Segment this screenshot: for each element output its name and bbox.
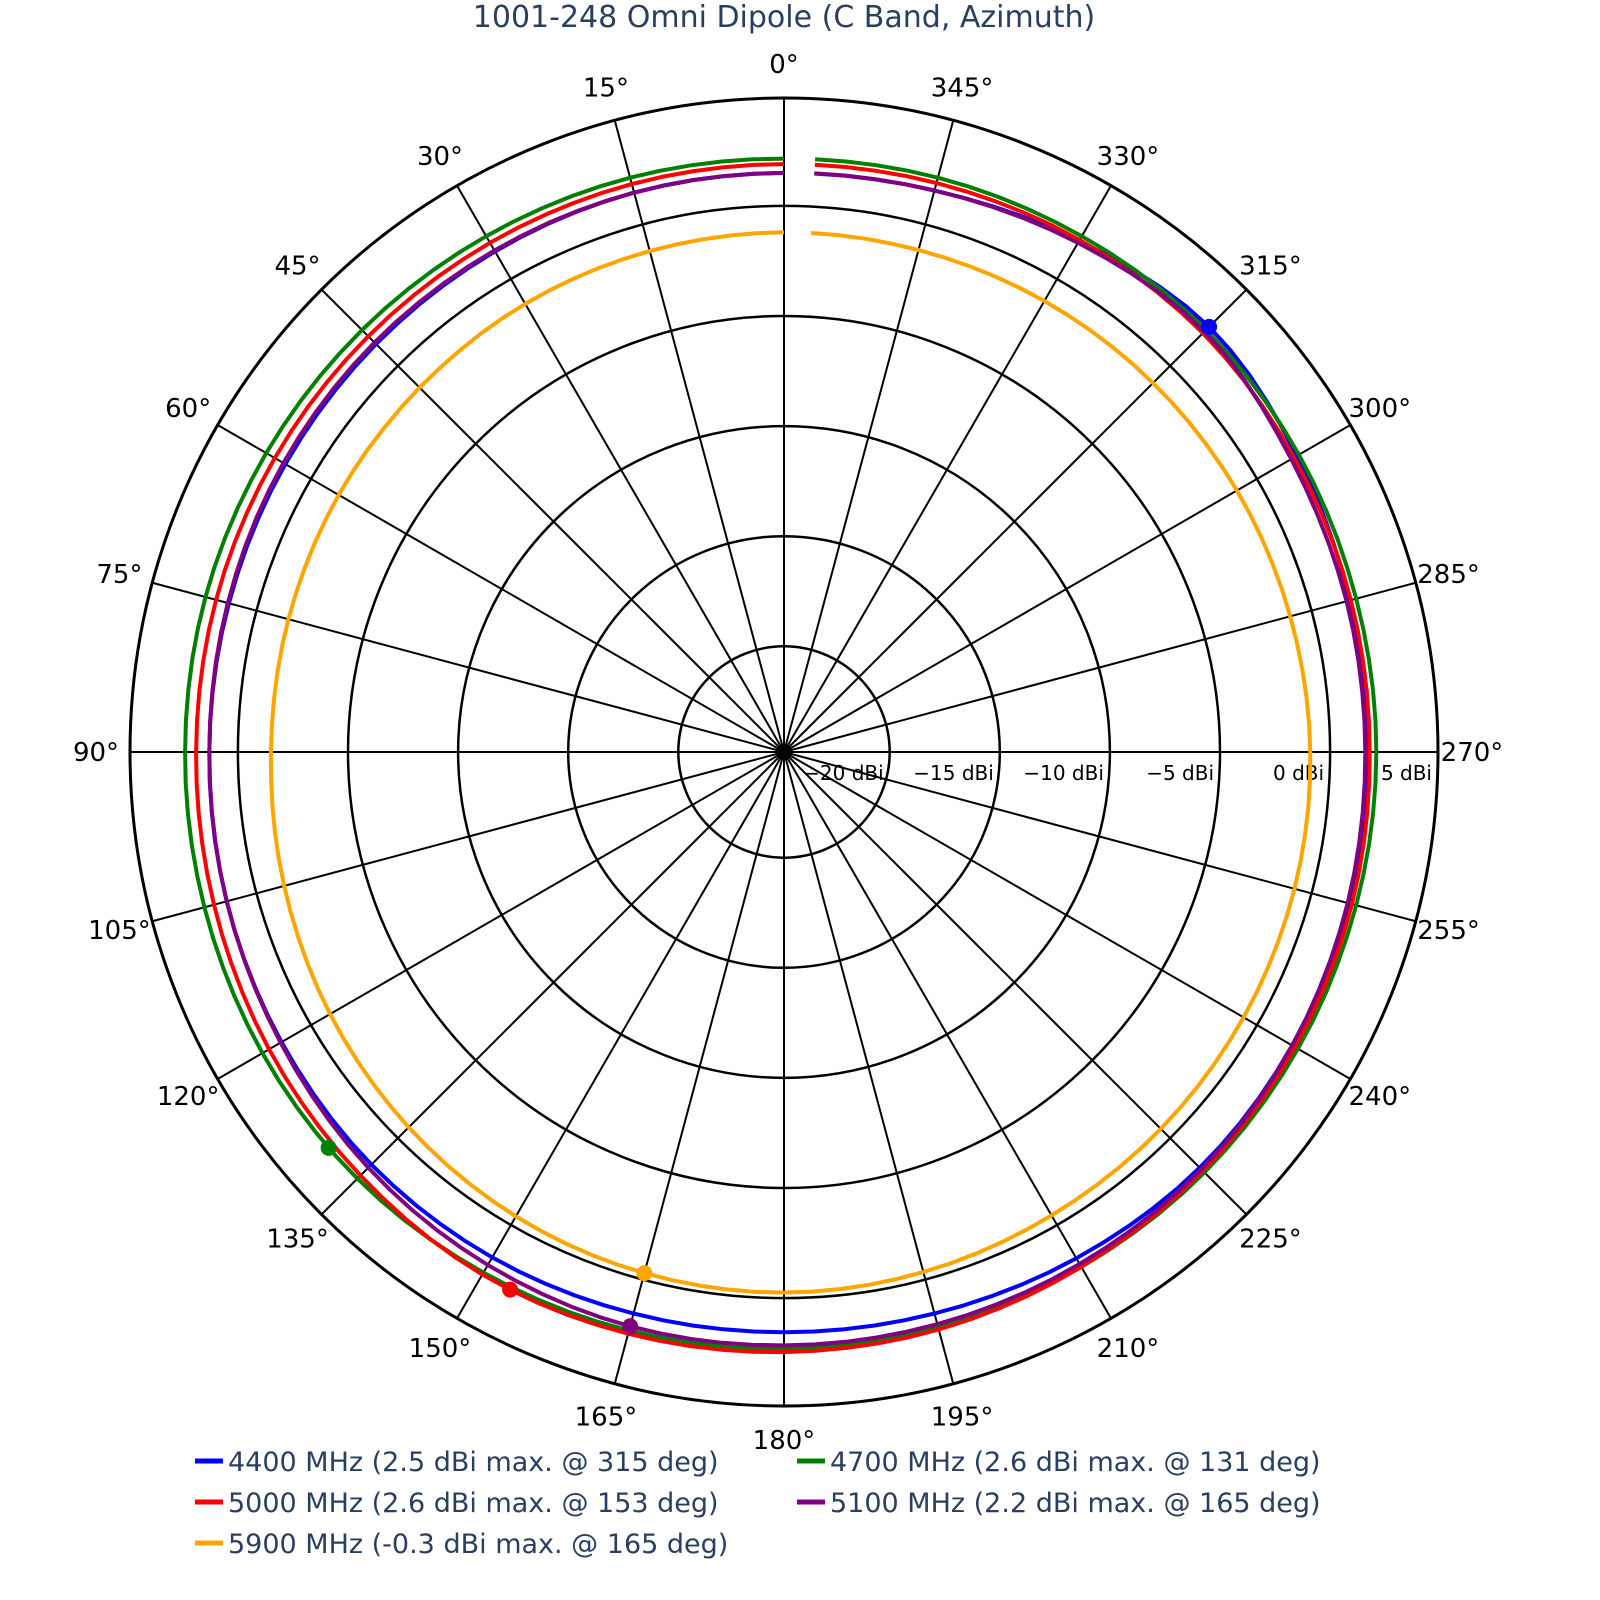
legend-label: 5000 MHz (2.6 dBi max. @ 153 deg) — [228, 1488, 719, 1519]
angular-tick-label: 105° — [88, 916, 151, 946]
max-marker-1 — [320, 1139, 337, 1156]
radial-tick-labels: −20 dBi −15 dBi −10 dBi −5 dBi 0 dBi 5 dBi — [803, 761, 1432, 785]
angular-tick-label: 150° — [409, 1334, 472, 1364]
max-marker-4 — [636, 1265, 653, 1282]
angular-tick-label: 15° — [583, 73, 629, 103]
legend: 4400 MHz (2.5 dBi max. @ 315 deg) 4700 MH… — [195, 1447, 1321, 1560]
angular-tick-label: 60° — [165, 394, 211, 424]
trace-line-3 — [207, 170, 1368, 1348]
angular-tick-label: 75° — [96, 560, 142, 590]
angular-tick-label: 240° — [1349, 1082, 1412, 1112]
angular-tick-labels: 0° 15° 30° 45° 60° 75° 90° 105° 120° 135° 150° 165°… — [73, 50, 1503, 1456]
max-marker-3 — [622, 1318, 639, 1335]
polar-grid — [128, 96, 1440, 1408]
angular-tick-label: 45° — [274, 252, 320, 282]
angular-tick-label: 120° — [157, 1082, 220, 1112]
angular-tick-label: 210° — [1097, 1334, 1160, 1364]
traces — [183, 156, 1379, 1355]
angular-tick-label: 30° — [417, 142, 463, 172]
legend-item[interactable]: 4700 MHz (2.6 dBi max. @ 131 deg) — [797, 1447, 1321, 1478]
angular-tick-label: 315° — [1239, 252, 1302, 282]
radial-gridline — [236, 204, 1332, 1300]
radial-tick-label: −5 dBi — [1146, 761, 1214, 785]
legend-item[interactable]: 5900 MHz (-0.3 dBi max. @ 165 deg) — [195, 1529, 728, 1560]
angular-tick-label: 180° — [753, 1426, 816, 1456]
chart-title: 1001-248 Omni Dipole (C Band, Azimuth) — [473, 0, 1095, 35]
outer-circle — [128, 96, 1440, 1408]
legend-label: 5900 MHz (-0.3 dBi max. @ 165 deg) — [228, 1529, 728, 1560]
trace-line-1 — [183, 156, 1379, 1351]
angular-tick-label: 135° — [266, 1224, 329, 1254]
angular-tick-label: 225° — [1239, 1224, 1302, 1254]
angular-tick-label: 345° — [931, 73, 994, 103]
radial-gridline — [566, 534, 1002, 970]
radial-tick-label: 0 dBi — [1273, 761, 1324, 785]
radial-gridline — [346, 314, 1222, 1190]
radial-tick-label: −20 dBi — [803, 761, 884, 785]
angular-tick-label: 90° — [73, 738, 119, 768]
angular-tick-label: 0° — [769, 50, 799, 80]
angular-tick-label: 270° — [1441, 738, 1504, 768]
max-marker-2 — [502, 1281, 519, 1298]
radial-gridline — [456, 424, 1112, 1080]
angular-tick-label: 165° — [575, 1403, 638, 1433]
legend-label: 5100 MHz (2.2 dBi max. @ 165 deg) — [830, 1488, 1321, 1519]
legend-label: 4700 MHz (2.6 dBi max. @ 131 deg) — [830, 1447, 1321, 1478]
trace-line-0 — [207, 170, 1370, 1335]
legend-item[interactable]: 5100 MHz (2.2 dBi max. @ 165 deg) — [797, 1488, 1321, 1519]
angular-tick-label: 330° — [1097, 142, 1160, 172]
angular-tick-label: 195° — [931, 1403, 994, 1433]
legend-label: 4400 MHz (2.5 dBi max. @ 315 deg) — [228, 1447, 719, 1478]
radial-tick-label: −15 dBi — [913, 761, 994, 785]
radial-tick-label: −10 dBi — [1023, 761, 1104, 785]
radial-tick-label: 5 dBi — [1381, 761, 1432, 785]
angular-tick-label: 255° — [1417, 916, 1480, 946]
max-marker-0 — [1201, 318, 1218, 335]
legend-item[interactable]: 5000 MHz (2.6 dBi max. @ 153 deg) — [195, 1488, 719, 1519]
angular-tick-label: 300° — [1349, 394, 1412, 424]
radial-gridline — [677, 645, 891, 859]
trace-line-2 — [194, 162, 1372, 1355]
trace-line-4 — [268, 230, 1313, 1295]
legend-item[interactable]: 4400 MHz (2.5 dBi max. @ 315 deg) — [195, 1447, 719, 1478]
angular-tick-label: 285° — [1417, 560, 1480, 590]
